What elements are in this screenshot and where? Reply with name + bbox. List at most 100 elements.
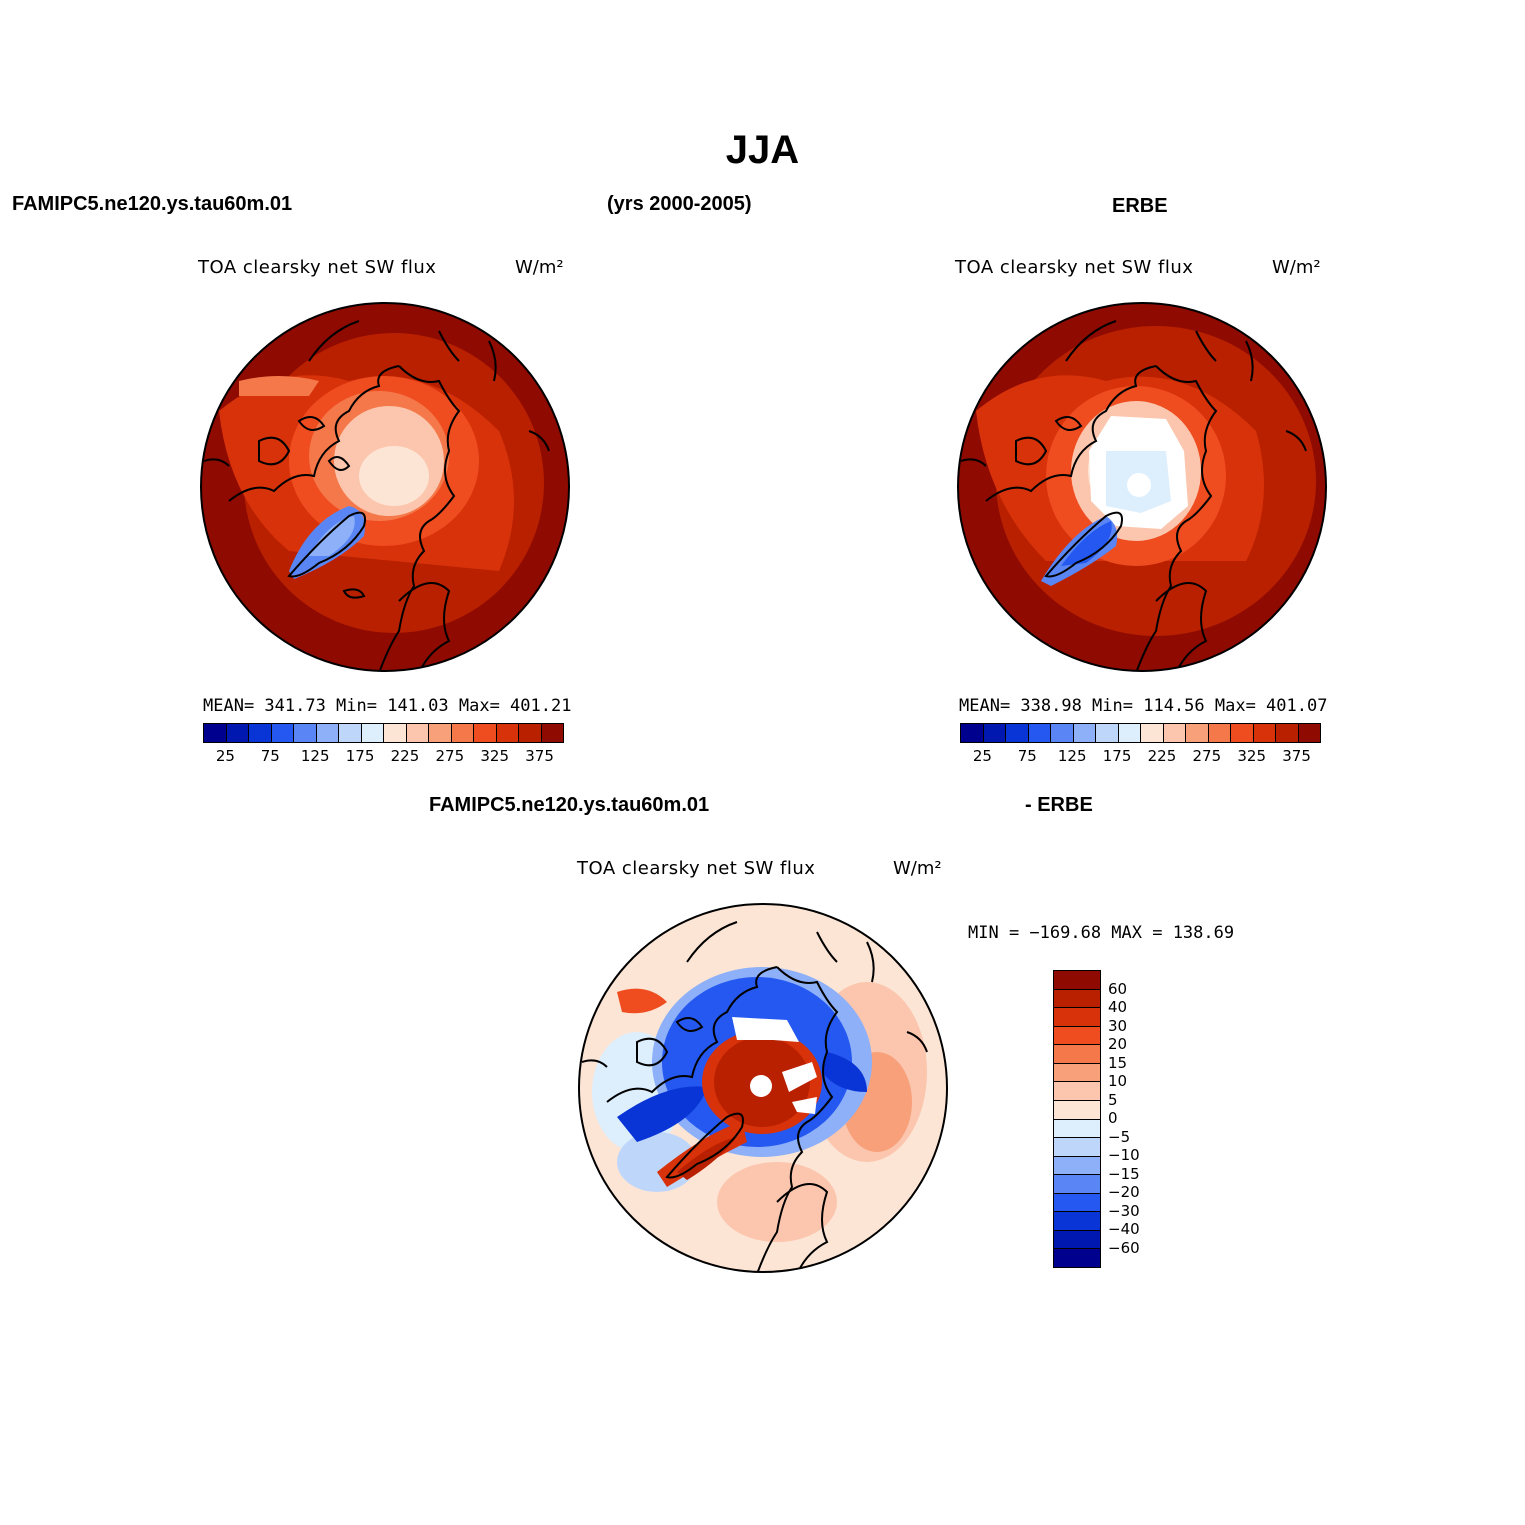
colorbar-swatch bbox=[1118, 724, 1141, 742]
colorbar-swatch bbox=[249, 724, 272, 742]
colorbar-tick-label: 30 bbox=[1108, 1016, 1128, 1035]
colorbar-swatch bbox=[1163, 724, 1186, 742]
colorbar-swatch bbox=[1028, 724, 1051, 742]
colorbar-tick-label: 60 bbox=[1108, 979, 1128, 998]
colorbar-tick-label: 75 bbox=[1017, 747, 1037, 765]
model-variable-title: TOA clearsky net SW flux bbox=[198, 257, 437, 278]
colorbar-swatch bbox=[496, 724, 519, 742]
obs-variable-title: TOA clearsky net SW flux bbox=[955, 257, 1194, 278]
colorbar-swatch bbox=[541, 724, 563, 742]
colorbar-tick-label: 15 bbox=[1108, 1053, 1128, 1072]
colorbar-swatch bbox=[1054, 1119, 1100, 1139]
colorbar-swatch bbox=[384, 724, 407, 742]
colorbar-tick-label: 25 bbox=[215, 747, 235, 765]
colorbar-swatch bbox=[1006, 724, 1029, 742]
colorbar-swatch bbox=[429, 724, 452, 742]
colorbar-swatch bbox=[1054, 1175, 1100, 1194]
colorbar-tick-label: 75 bbox=[260, 747, 280, 765]
colorbar-tick-label: 25 bbox=[972, 747, 992, 765]
diff-variable-title: TOA clearsky net SW flux bbox=[577, 858, 816, 879]
model-case-label: FAMIPC5.ne120.ys.tau60m.01 bbox=[12, 193, 293, 215]
colorbar-swatch bbox=[1054, 1008, 1100, 1027]
colorbar-tick-label: −60 bbox=[1108, 1238, 1140, 1257]
colorbar-swatch bbox=[204, 724, 227, 742]
colorbar-swatch bbox=[1054, 1138, 1100, 1157]
colorbar-swatch bbox=[316, 724, 339, 742]
colorbar-swatch bbox=[1054, 989, 1100, 1009]
colorbar-tick-label: 175 bbox=[1102, 747, 1132, 765]
colorbar-tick-label: −20 bbox=[1108, 1183, 1140, 1201]
colorbar-swatch bbox=[339, 724, 362, 742]
colorbar-swatch bbox=[1054, 1045, 1100, 1064]
colorbar-swatch bbox=[226, 724, 249, 742]
colorbar-swatch bbox=[1054, 1063, 1100, 1083]
colorbar-tick-label: −40 bbox=[1108, 1220, 1140, 1238]
colorbar-tick-label: 175 bbox=[345, 747, 375, 765]
diff-colorbar bbox=[1053, 970, 1101, 1268]
colorbar-swatch bbox=[1141, 724, 1164, 742]
obs-polar-map bbox=[957, 302, 1327, 672]
model-polar-map bbox=[200, 302, 570, 672]
colorbar-swatch bbox=[1054, 1193, 1100, 1213]
colorbar-swatch bbox=[1208, 724, 1231, 742]
colorbar-tick-label: 275 bbox=[435, 747, 465, 765]
model-units: W/m² bbox=[515, 257, 564, 278]
obs-units: W/m² bbox=[1272, 257, 1321, 278]
colorbar-swatch bbox=[361, 724, 384, 742]
colorbar-tick-label: 375 bbox=[525, 747, 554, 765]
colorbar-tick-label: 5 bbox=[1108, 1090, 1118, 1109]
colorbar-swatch bbox=[451, 724, 474, 742]
colorbar-tick-label: −30 bbox=[1108, 1201, 1140, 1220]
colorbar-tick-label: 275 bbox=[1192, 747, 1222, 765]
colorbar-swatch bbox=[1253, 724, 1276, 742]
colorbar-tick-label: 225 bbox=[390, 747, 420, 765]
colorbar-tick-label: 10 bbox=[1108, 1072, 1128, 1090]
obs-stats: MEAN= 338.98 Min= 114.56 Max= 401.07 bbox=[959, 696, 1328, 716]
figure-title: JJA bbox=[725, 128, 800, 172]
colorbar-tick-label: 325 bbox=[480, 747, 510, 765]
colorbar-tick-label: 20 bbox=[1108, 1035, 1128, 1053]
colorbar-swatch bbox=[271, 724, 294, 742]
colorbar-swatch bbox=[1051, 724, 1074, 742]
colorbar-swatch bbox=[1054, 1026, 1100, 1046]
colorbar-swatch bbox=[961, 724, 984, 742]
colorbar-tick-label: −15 bbox=[1108, 1164, 1140, 1183]
years-label: (yrs 2000-2005) bbox=[607, 193, 752, 215]
colorbar-swatch bbox=[1298, 724, 1320, 742]
colorbar-swatch bbox=[1096, 724, 1119, 742]
model-stats: MEAN= 341.73 Min= 141.03 Max= 401.21 bbox=[203, 696, 572, 716]
colorbar-tick-label: −5 bbox=[1108, 1127, 1131, 1146]
diff-stats: MIN = −169.68 MAX = 138.69 bbox=[968, 923, 1235, 943]
colorbar-tick-label: 375 bbox=[1282, 747, 1311, 765]
colorbar-swatch bbox=[1054, 1230, 1100, 1250]
colorbar-swatch bbox=[474, 724, 497, 742]
colorbar-tick-label: 125 bbox=[300, 747, 330, 765]
colorbar-swatch bbox=[1276, 724, 1299, 742]
colorbar-tick-label: −10 bbox=[1108, 1146, 1140, 1164]
colorbar-swatch bbox=[1054, 1100, 1100, 1120]
colorbar-swatch bbox=[1054, 1249, 1100, 1267]
colorbar-swatch bbox=[1054, 1082, 1100, 1101]
colorbar-swatch bbox=[406, 724, 429, 742]
colorbar-tick-label: 40 bbox=[1108, 998, 1128, 1016]
colorbar-tick-label: 0 bbox=[1108, 1109, 1118, 1127]
diff-model-label: FAMIPC5.ne120.ys.tau60m.01 bbox=[429, 794, 710, 816]
obs-source-label: ERBE bbox=[1112, 195, 1168, 217]
colorbar-swatch bbox=[983, 724, 1006, 742]
colorbar-tick-label: 325 bbox=[1237, 747, 1267, 765]
diff-units: W/m² bbox=[893, 858, 942, 879]
colorbar-swatch bbox=[1054, 1156, 1100, 1176]
colorbar-tick-label: 225 bbox=[1147, 747, 1177, 765]
colorbar-swatch bbox=[1054, 1212, 1100, 1231]
colorbar-swatch bbox=[1186, 724, 1209, 742]
colorbar-swatch bbox=[1054, 971, 1100, 990]
diff-obs-label: - ERBE bbox=[1025, 794, 1093, 816]
model-colorbar bbox=[203, 723, 564, 743]
colorbar-swatch bbox=[294, 724, 317, 742]
colorbar-tick-label: 125 bbox=[1057, 747, 1087, 765]
diff-polar-map bbox=[578, 903, 948, 1273]
obs-colorbar bbox=[960, 723, 1321, 743]
colorbar-swatch bbox=[1073, 724, 1096, 742]
colorbar-swatch bbox=[1231, 724, 1254, 742]
colorbar-swatch bbox=[519, 724, 542, 742]
